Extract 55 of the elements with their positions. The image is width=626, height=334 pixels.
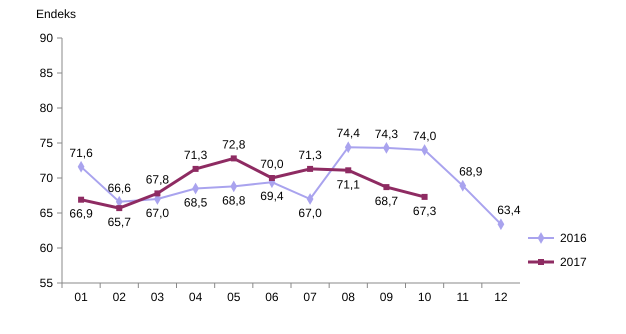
data-label: 67,3 [412,204,437,218]
y-tick-label: 80 [40,101,54,115]
data-label: 74,4 [336,126,360,140]
data-label: 70,0 [260,157,284,171]
point [116,205,122,212]
point [230,155,237,162]
data-label: 71,6 [69,146,94,160]
x-tick-label: 12 [494,290,508,304]
data-label: 68,5 [184,196,208,210]
y-tick-label: 90 [40,31,54,45]
legend-label: 2016 [560,231,588,245]
x-tick-label: 09 [380,290,394,304]
data-label: 71,3 [298,148,322,162]
data-label: 71,3 [184,148,208,162]
y-tick-label: 85 [40,66,54,80]
data-label: 67,0 [146,206,170,220]
data-label: 66,6 [108,180,132,195]
y-tick-label: 75 [40,136,54,150]
y-axis-title: Endeks [36,7,76,21]
x-tick-label: 03 [150,290,164,304]
data-label: 68,9 [459,164,483,179]
data-label: 67,0 [298,206,322,220]
data-label: 69,4 [260,189,284,204]
x-tick-label: 07 [303,290,318,304]
x-tick-label: 11 [456,290,470,304]
data-label: 66,9 [69,206,94,221]
x-tick-label: 05 [227,290,241,304]
point [192,166,199,172]
data-label: 65,7 [108,215,132,230]
x-tick-label: 08 [342,290,356,304]
data-label: 71,1 [336,177,360,192]
x-tick-label: 02 [112,290,126,304]
data-label: 63,4 [497,203,521,218]
legend-label: 2017 [560,255,588,269]
y-tick-label: 60 [40,241,54,255]
point [154,190,160,196]
x-tick-label: 10 [418,290,432,304]
x-tick-label: 01 [74,290,88,304]
x-tick-label: 06 [265,290,279,304]
y-tick-label: 70 [40,171,54,185]
point [422,194,428,200]
point [268,175,275,181]
point [78,196,84,203]
y-tick-label: 55 [40,276,54,290]
data-label: 68,8 [222,193,246,208]
point [383,184,390,190]
data-label: 68,7 [374,194,398,208]
data-label: 67,8 [146,172,170,186]
data-label: 74,3 [374,126,398,141]
x-tick-label: 04 [188,290,203,304]
y-tick-label: 65 [40,206,54,220]
point [307,166,314,172]
data-label: 74,0 [412,129,437,143]
data-label: 72,8 [222,137,246,152]
point [345,167,352,174]
